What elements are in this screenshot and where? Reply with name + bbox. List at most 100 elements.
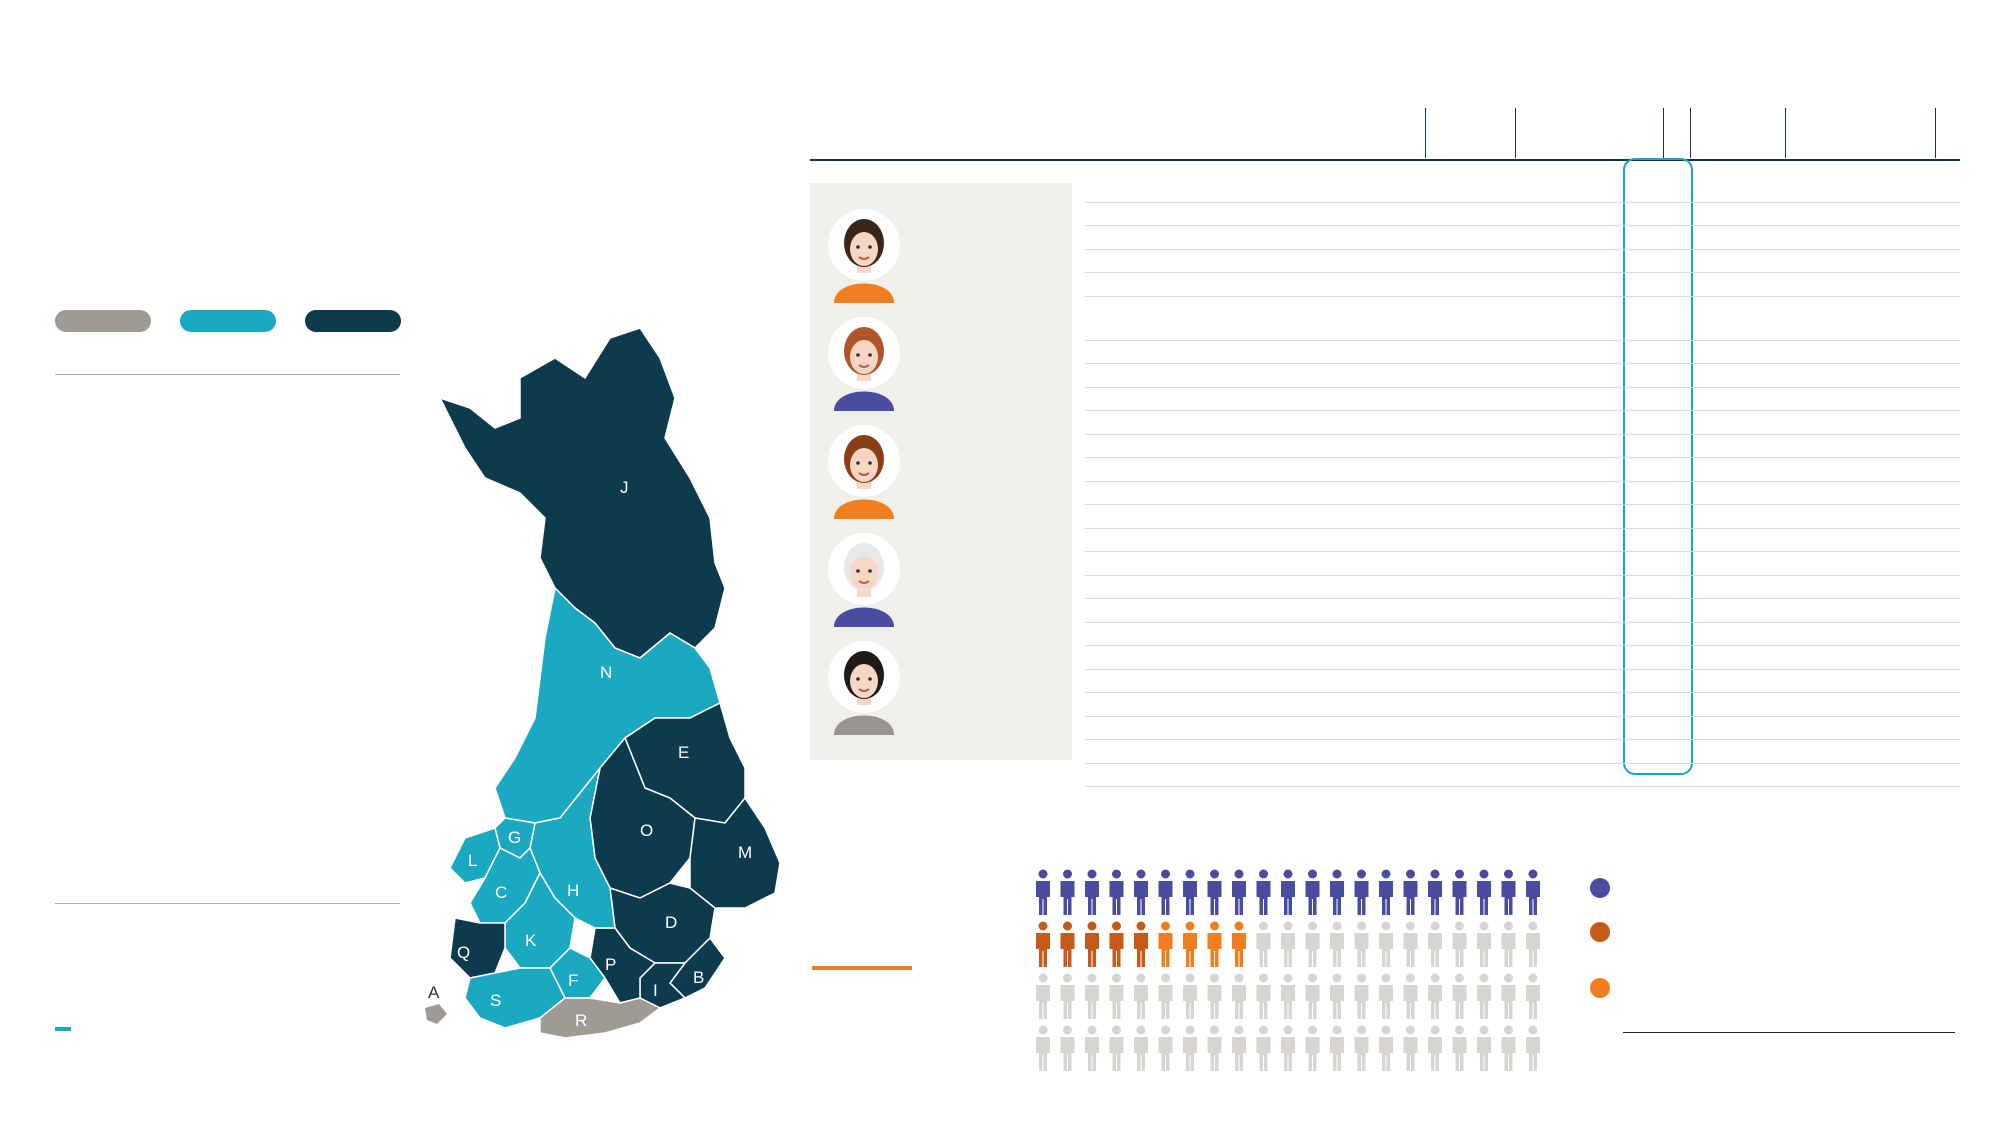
person-icon <box>1036 973 1050 1019</box>
map-label-E: E <box>678 743 689 762</box>
occupation-row <box>1085 435 1960 458</box>
man-avatar-icon <box>828 425 900 519</box>
person-icon <box>1526 973 1540 1019</box>
occupation-row <box>1085 411 1960 435</box>
highlight-item <box>810 309 1072 417</box>
region-row <box>55 539 400 566</box>
region-row <box>55 567 400 594</box>
person-icon <box>1281 869 1295 915</box>
map-label-C: C <box>495 883 507 902</box>
highlight-item <box>810 525 1072 633</box>
region-row <box>55 758 400 785</box>
region-row <box>55 868 400 895</box>
person-icon <box>1085 1025 1099 1071</box>
map-region-J <box>438 327 726 659</box>
map-label-H: H <box>567 881 579 900</box>
occupation-row <box>1085 717 1960 740</box>
region-row <box>55 676 400 703</box>
table-top-rule <box>810 159 1960 161</box>
person-icon <box>1183 1025 1197 1071</box>
map-region-A <box>425 1004 447 1024</box>
person-icon <box>1207 869 1222 915</box>
highlight-item <box>810 417 1072 525</box>
person-icon <box>1379 973 1393 1019</box>
person-icon <box>1452 869 1467 915</box>
occupation-row <box>1085 458 1960 482</box>
map-region-R <box>539 997 662 1039</box>
occupations-table <box>1085 179 1960 787</box>
header-divider <box>1785 108 1786 158</box>
map-label-F: F <box>568 971 578 990</box>
person-icon <box>1256 921 1271 967</box>
person-icon <box>1060 973 1075 1019</box>
person-icon <box>1330 1025 1344 1071</box>
occupation-row <box>1085 764 1960 787</box>
person-icon <box>1134 921 1148 967</box>
region-row <box>55 430 400 457</box>
person-icon <box>1256 973 1271 1019</box>
person-icon <box>1428 869 1442 915</box>
occupation-row <box>1085 341 1960 364</box>
occupation-row <box>1085 529 1960 552</box>
occupation-row <box>1085 179 1960 203</box>
region-row <box>55 841 400 868</box>
map-region-M <box>689 796 781 909</box>
person-icon <box>1305 1025 1320 1071</box>
highlight-panel <box>810 183 1072 760</box>
person-icon <box>1379 869 1393 915</box>
region-row <box>55 786 400 813</box>
person-icon <box>1134 869 1148 915</box>
person-icon <box>1134 973 1148 1019</box>
person-icon <box>1158 921 1173 967</box>
occupation-row <box>1085 670 1960 693</box>
occupation-row <box>1085 482 1960 505</box>
legend-swatch-mid <box>180 310 276 332</box>
person-icon <box>1281 921 1295 967</box>
legend-separator <box>1623 1032 1955 1033</box>
person-icon <box>1281 1025 1295 1071</box>
person-icon <box>1183 869 1197 915</box>
person-icon <box>1060 1025 1075 1071</box>
person-icon <box>1036 869 1050 915</box>
map-label-I: I <box>653 981 658 1000</box>
region-rows <box>55 375 400 895</box>
people-icon-grid <box>1036 869 1540 1071</box>
person-icon <box>1109 1025 1124 1071</box>
person-icon <box>1207 973 1222 1019</box>
person-icon <box>1207 921 1222 967</box>
person-icon <box>1134 1025 1148 1071</box>
header-divider <box>1425 108 1426 158</box>
occupation-row <box>1085 576 1960 599</box>
person-icon <box>1501 973 1516 1019</box>
occupation-row <box>1085 693 1960 717</box>
map-region-Q <box>449 917 506 979</box>
headline-underline <box>812 966 912 970</box>
region-row <box>55 594 400 621</box>
person-icon <box>1330 973 1344 1019</box>
person-icon <box>1526 869 1540 915</box>
person-icon <box>1330 921 1344 967</box>
person-icon <box>1428 973 1442 1019</box>
legend-swatch-high <box>305 310 401 332</box>
person-icon <box>1085 921 1099 967</box>
person-icon <box>1183 973 1197 1019</box>
region-row <box>55 375 400 402</box>
map-label-J: J <box>620 478 629 497</box>
person-icon <box>1109 921 1124 967</box>
occupation-row <box>1085 297 1960 341</box>
person-icon <box>1354 921 1369 967</box>
osatyokyvyttomyys-dot <box>1590 978 1610 998</box>
person-icon <box>1109 973 1124 1019</box>
person-icon <box>1501 1025 1516 1071</box>
person-icon <box>1501 869 1516 915</box>
occupation-row <box>1085 505 1960 529</box>
person-icon <box>1060 921 1075 967</box>
map-label-G: G <box>508 828 521 847</box>
occupation-row <box>1085 646 1960 670</box>
region-row <box>55 704 400 731</box>
logo-accent <box>55 1027 71 1031</box>
person-icon <box>1036 921 1050 967</box>
tyokyvyttomyys-dot <box>1590 922 1610 942</box>
woman-avatar-icon <box>828 209 900 303</box>
map-label-P: P <box>605 955 616 974</box>
